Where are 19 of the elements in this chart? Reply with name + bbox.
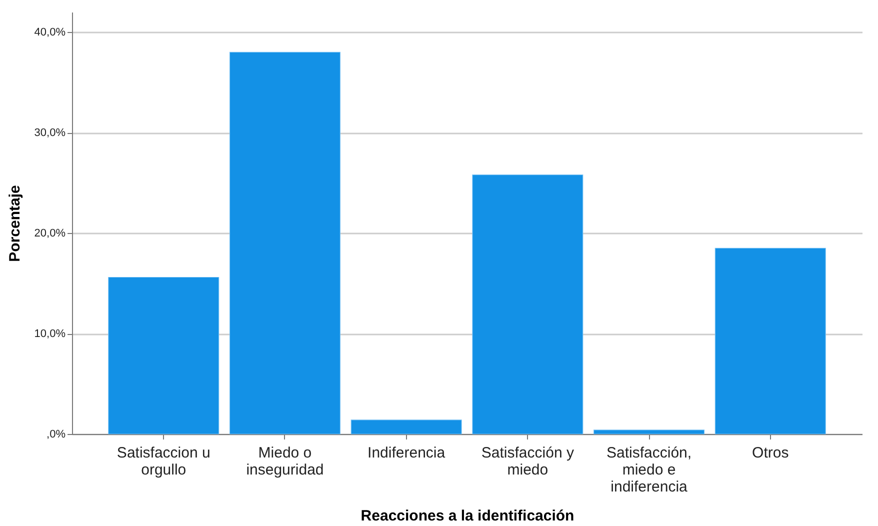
y-tick-label: 30,0% [34,127,66,140]
bar [472,174,584,434]
y-tick-label: ,0% [46,428,66,440]
y-tick-label: 10,0% [34,328,66,340]
x-axis-title: Reacciones a la identificación [360,508,574,524]
y-tick-label: 40,0% [34,26,66,39]
x-tick-label: Indiferencia [368,444,446,462]
bar [714,248,826,434]
x-tick-label: Satisfacción, miedo e indiferencia [606,444,692,496]
y-axis-title: Porcentaje [6,185,24,262]
bar [229,52,340,434]
x-tick-label: Satisfacción y miedo [481,444,574,478]
bar [350,420,462,434]
x-tick-label: Satisfaccion u orgullo [116,444,210,478]
x-tick-label: Miedo o inseguridad [246,444,324,478]
bar [108,276,220,434]
x-tick-label: Otros [752,444,789,462]
bar [594,430,705,434]
y-tick-label: 20,0% [34,228,66,240]
